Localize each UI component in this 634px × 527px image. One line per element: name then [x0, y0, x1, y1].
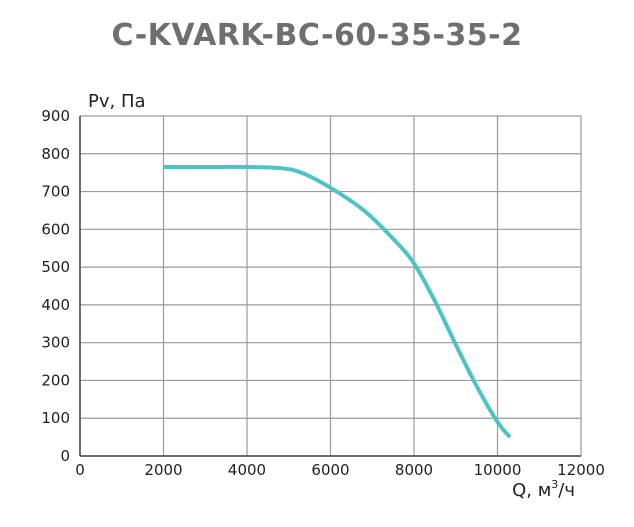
y-tick-label: 200: [41, 371, 70, 389]
x-tick-label: 4000: [228, 461, 266, 479]
x-axis-label: Q, м3/ч: [512, 478, 575, 501]
y-tick-label: 0: [60, 447, 70, 465]
series-group: [163, 164, 512, 439]
x-tick-label: 2000: [144, 461, 182, 479]
x-tick-label: 10000: [474, 461, 522, 479]
x-tick-label: 8000: [395, 461, 433, 479]
x-tick-label: 0: [75, 461, 85, 479]
y-tick-label: 300: [41, 334, 70, 352]
series-line: [163, 164, 512, 439]
y-tick-labels: 0 100 200 300 400 500 600 700 800 900: [41, 107, 70, 465]
y-tick-label: 700: [41, 183, 70, 201]
y-tick-label: 500: [41, 258, 70, 276]
y-axis-label: Pv, Па: [88, 91, 146, 112]
grid-lines: [79, 115, 582, 457]
x-tick-label: 12000: [557, 461, 605, 479]
y-tick-label: 600: [41, 220, 70, 238]
y-tick-label: 800: [41, 145, 70, 163]
x-axis-label-sup: 3: [551, 478, 558, 491]
x-axis-label-suffix: /ч: [558, 480, 575, 501]
y-tick-label: 400: [41, 296, 70, 314]
x-tick-labels: 0 2000 4000 6000 8000 10000 12000: [75, 461, 605, 479]
x-tick-label: 6000: [311, 461, 349, 479]
y-tick-label: 100: [41, 409, 70, 427]
chart-title: C-KVARK-BC-60-35-35-2: [111, 18, 523, 53]
x-axis-label-main: Q, м: [512, 480, 551, 501]
y-tick-label: 900: [41, 107, 70, 125]
